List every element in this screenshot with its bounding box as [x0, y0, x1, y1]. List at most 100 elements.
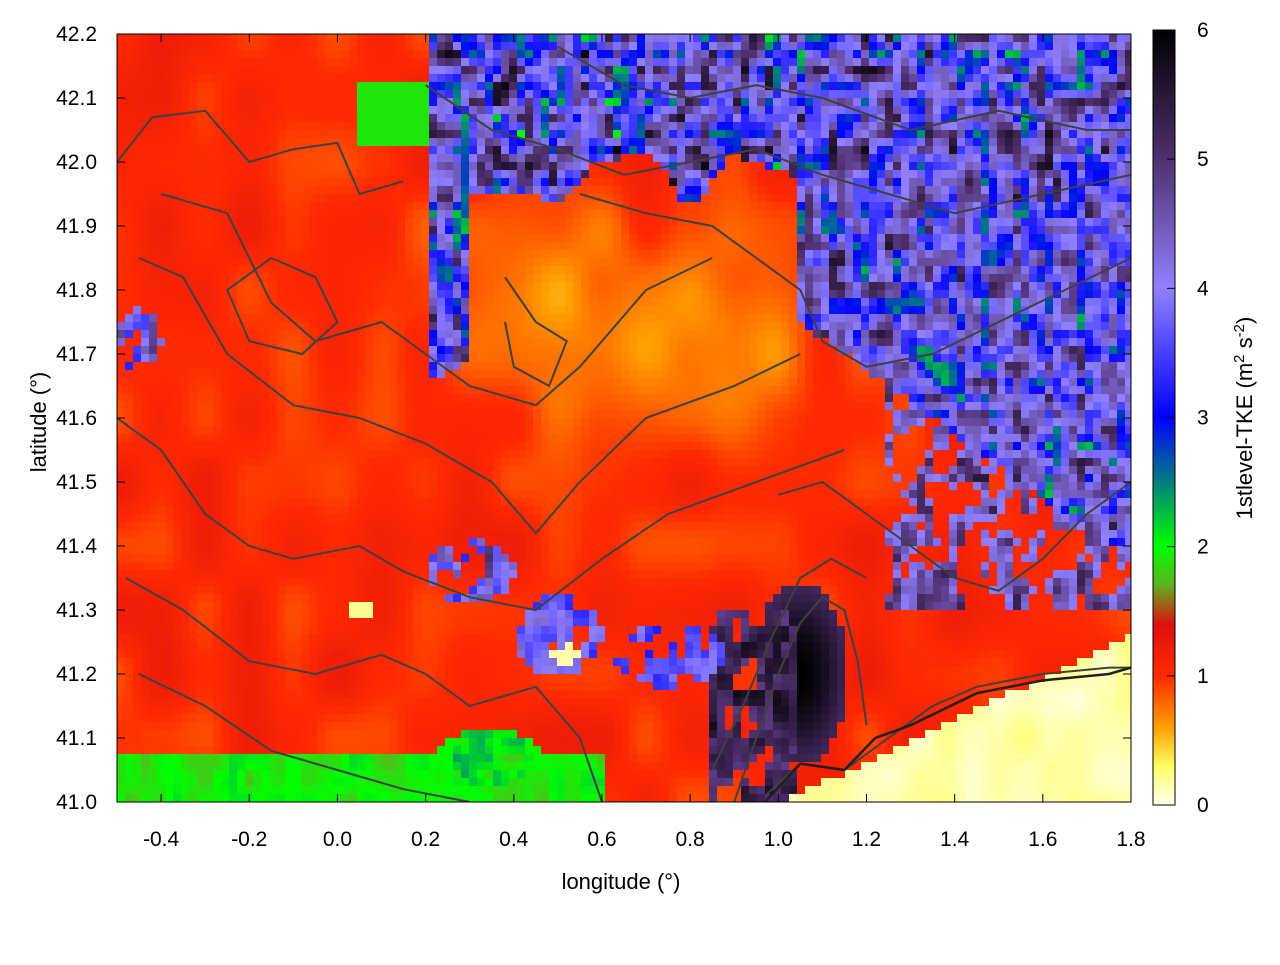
heatmap-cell [269, 282, 277, 290]
heatmap-cell [805, 226, 813, 234]
heatmap-cell [501, 42, 509, 50]
heatmap-cell [1125, 106, 1131, 114]
heatmap-cell [405, 210, 413, 218]
heatmap-cell [1077, 90, 1085, 98]
heatmap-cell [845, 202, 853, 210]
heatmap-cell [381, 250, 389, 258]
heatmap-cell [309, 338, 317, 346]
heatmap-cell [469, 90, 477, 98]
heatmap-cell [709, 290, 717, 298]
heatmap-cell [445, 266, 453, 274]
heatmap-cell [501, 226, 509, 234]
heatmap-cell [813, 250, 821, 258]
heatmap-cell [1013, 298, 1021, 306]
heatmap-cell [493, 98, 501, 106]
heatmap-cell [141, 322, 149, 330]
heatmap-cell [1085, 74, 1093, 82]
heatmap-cell [309, 258, 317, 266]
heatmap-cell [749, 178, 757, 186]
heatmap-cell [205, 298, 213, 306]
heatmap-cell [261, 170, 269, 178]
heatmap-cell [325, 106, 333, 114]
heatmap-cell [949, 58, 957, 66]
heatmap-cell [197, 50, 205, 58]
heatmap-cell [165, 314, 173, 322]
heatmap-cell [909, 226, 917, 234]
heatmap-cell [277, 170, 285, 178]
heatmap-cell [165, 34, 173, 42]
heatmap-cell [925, 226, 933, 234]
heatmap-cell [317, 266, 325, 274]
heatmap-cell [373, 322, 381, 330]
heatmap-cell [333, 282, 341, 290]
heatmap-cell [677, 130, 685, 138]
heatmap-cell [453, 330, 461, 338]
heatmap-cell [373, 250, 381, 258]
heatmap-cell [205, 234, 213, 242]
heatmap-cell [221, 314, 229, 322]
heatmap-cell [293, 290, 301, 298]
heatmap-cell [317, 98, 325, 106]
heatmap-cell [781, 74, 789, 82]
heatmap-cell [709, 258, 717, 266]
heatmap-cell [1101, 282, 1109, 290]
heatmap-cell [349, 314, 357, 322]
heatmap-cell [885, 90, 893, 98]
heatmap-cell [693, 66, 701, 74]
heatmap-cell [965, 282, 973, 290]
heatmap-cell [685, 178, 693, 186]
heatmap-cell [645, 162, 653, 170]
heatmap-cell [517, 138, 525, 146]
heatmap-cell [237, 178, 245, 186]
heatmap-cell [869, 218, 877, 226]
heatmap-cell [645, 242, 653, 250]
heatmap-cell [197, 138, 205, 146]
heatmap-cell [669, 298, 677, 306]
heatmap-cell [277, 314, 285, 322]
heatmap-cell [293, 218, 301, 226]
heatmap-cell [869, 314, 877, 322]
heatmap-cell [949, 226, 957, 234]
heatmap-cell [413, 242, 421, 250]
heatmap-cell [941, 338, 949, 346]
heatmap-cell [533, 210, 541, 218]
heatmap-cell [781, 242, 789, 250]
heatmap-cell [277, 266, 285, 274]
heatmap-cell [581, 330, 589, 338]
heatmap-cell [421, 34, 429, 42]
heatmap-cell [429, 50, 437, 58]
heatmap-cell [829, 66, 837, 74]
heatmap-cell [581, 98, 589, 106]
heatmap-cell [389, 90, 397, 98]
heatmap-cell [573, 66, 581, 74]
heatmap-cell [509, 330, 517, 338]
heatmap-cell [541, 258, 549, 266]
heatmap-cell [1037, 58, 1045, 66]
heatmap-cell [1101, 218, 1109, 226]
heatmap-cell [157, 154, 165, 162]
heatmap-cell [829, 274, 837, 282]
heatmap-cell [941, 202, 949, 210]
heatmap-cell [685, 314, 693, 322]
heatmap-cell [805, 210, 813, 218]
heatmap-cell [797, 298, 805, 306]
heatmap-cell [901, 210, 909, 218]
heatmap-cell [125, 82, 133, 90]
heatmap-cell [1117, 130, 1125, 138]
heatmap-cell [253, 178, 261, 186]
heatmap-cell [157, 74, 165, 82]
heatmap-cell [1109, 114, 1117, 122]
heatmap-cell [629, 306, 637, 314]
heatmap-cell [701, 266, 709, 274]
heatmap-cell [437, 42, 445, 50]
heatmap-cell [309, 210, 317, 218]
heatmap-cell [509, 42, 517, 50]
heatmap-cell [1021, 154, 1029, 162]
heatmap-cell [877, 66, 885, 74]
heatmap-cell [509, 274, 517, 282]
heatmap-cell [405, 138, 413, 146]
heatmap-cell [453, 42, 461, 50]
heatmap-cell [397, 74, 405, 82]
heatmap-cell [765, 298, 773, 306]
heatmap-cell [501, 298, 509, 306]
